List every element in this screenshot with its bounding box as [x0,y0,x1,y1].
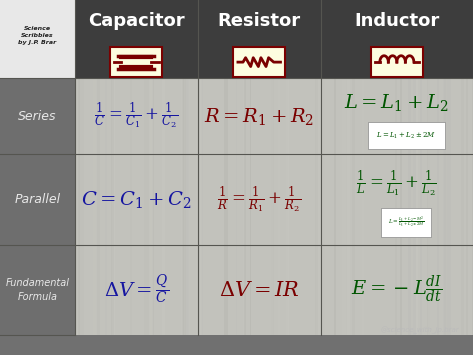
Bar [0,78,75,335]
FancyBboxPatch shape [371,47,423,77]
Bar [131,78,134,335]
Bar [162,78,166,335]
Bar [315,78,318,335]
Bar [250,78,251,335]
Text: Parallel: Parallel [14,193,61,206]
Bar [0,335,473,355]
Bar [244,78,245,335]
Text: Fundamental
Formula: Fundamental Formula [5,278,70,302]
Bar [286,78,289,335]
Bar [201,78,202,335]
Bar [444,78,447,335]
Bar [0,0,473,78]
Bar [181,78,184,335]
Bar [437,78,438,335]
Bar [199,78,201,335]
Text: Series: Series [18,110,57,123]
Text: @science_with_jp.brar: @science_with_jp.brar [380,326,459,334]
Bar [324,78,325,335]
FancyBboxPatch shape [233,47,285,77]
Bar [400,78,403,335]
Bar [80,78,84,335]
Bar [272,78,274,335]
Text: $L=L_1+L_2\pm2M$: $L=L_1+L_2\pm2M$ [377,131,436,141]
Text: $L=L_1+L_2$: $L=L_1+L_2$ [344,92,449,113]
Bar [0,0,75,78]
Bar [443,78,447,335]
Bar [428,78,430,335]
Text: Capacitor: Capacitor [88,12,184,30]
Bar [111,78,114,335]
Text: $\Delta V=\frac{Q}{C}$: $\Delta V=\frac{Q}{C}$ [104,273,169,307]
Bar [466,78,468,335]
Bar [150,78,152,335]
Bar [93,78,96,335]
Text: $\frac{1}{R}=\frac{1}{R_1}+\frac{1}{R_2}$: $\frac{1}{R}=\frac{1}{R_1}+\frac{1}{R_2}… [217,185,301,215]
Bar [334,78,336,335]
Bar [182,78,184,335]
Bar [147,78,149,335]
Bar [75,78,77,335]
Bar [78,78,79,335]
Bar [362,78,364,335]
Bar [272,78,273,335]
Bar [408,78,411,335]
Bar [130,78,132,335]
Bar [278,78,280,335]
FancyBboxPatch shape [110,47,162,77]
Text: Inductor: Inductor [354,12,439,30]
Text: Resistor: Resistor [218,12,301,30]
Bar [144,78,147,335]
Bar [186,78,189,335]
Bar [244,78,245,335]
Bar [347,78,350,335]
Bar [427,78,429,335]
Bar [447,78,451,335]
Text: $\Delta V=IR$: $\Delta V=IR$ [219,280,299,300]
Text: $L=\frac{L_1+L_2-M^2}{L_1+L_2\pm2M}$: $L=\frac{L_1+L_2-M^2}{L_1+L_2\pm2M}$ [388,215,425,230]
Bar [97,78,100,335]
Bar [352,78,355,335]
Bar [394,78,397,335]
Text: $E=-L\frac{dI}{dt}$: $E=-L\frac{dI}{dt}$ [351,274,443,306]
Text: $C=C_1+C_2$: $C=C_1+C_2$ [81,189,192,210]
Bar [149,78,150,335]
Bar [416,78,418,335]
Bar [313,78,315,335]
Bar [196,78,197,335]
Bar [420,78,422,335]
Bar [183,78,186,335]
Bar [316,78,320,335]
Bar [461,78,464,335]
Text: $R=R_1+R_2$: $R=R_1+R_2$ [204,106,315,127]
Bar [200,78,202,335]
Bar [75,78,473,355]
Bar [153,78,154,335]
Bar [105,78,107,335]
Text: Science
Scribbles
by J.P. Brar: Science Scribbles by J.P. Brar [18,26,56,45]
Bar [342,78,346,335]
Text: $\frac{1}{L}=\frac{1}{L_1}+\frac{1}{L_2}$: $\frac{1}{L}=\frac{1}{L_1}+\frac{1}{L_2}… [356,169,438,199]
Text: $\frac{1}{C}=\frac{1}{C_1}+\frac{1}{C_2}$: $\frac{1}{C}=\frac{1}{C_1}+\frac{1}{C_2}… [94,101,178,131]
Bar [188,78,190,335]
Bar [413,78,415,335]
Bar [288,78,289,335]
Bar [112,78,115,335]
Bar [224,78,228,335]
Bar [413,78,416,335]
